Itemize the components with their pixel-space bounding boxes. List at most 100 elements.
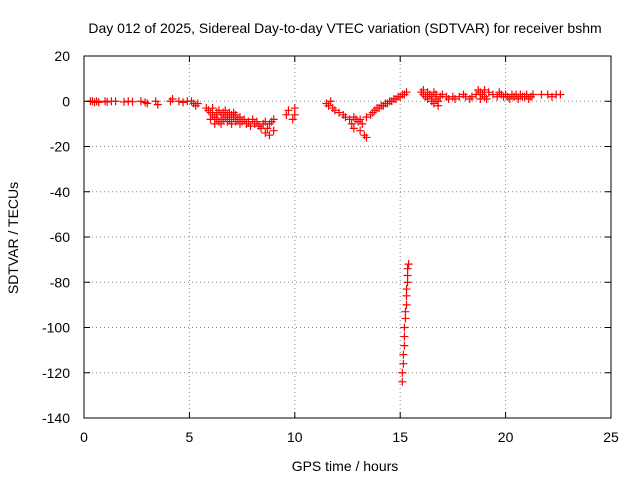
x-tick-label: 20 xyxy=(498,429,514,445)
data-point xyxy=(400,323,409,332)
y-tick-label: -20 xyxy=(50,139,70,155)
data-point xyxy=(403,271,412,280)
data-point xyxy=(480,85,489,94)
data-point xyxy=(423,94,432,103)
data-point xyxy=(143,99,152,108)
data-point xyxy=(111,97,120,106)
data-point xyxy=(400,332,409,341)
y-tick-label: -80 xyxy=(50,274,70,290)
data-point xyxy=(349,124,358,133)
data-point xyxy=(235,113,244,122)
x-tick-label: 25 xyxy=(603,429,619,445)
data-point xyxy=(400,341,409,350)
data-point xyxy=(221,106,230,115)
data-point xyxy=(335,108,344,117)
data-point xyxy=(403,264,412,273)
data-point xyxy=(231,110,240,119)
y-axis: 20 0 -20 -40 -60 -80 -100 -120 -140 xyxy=(42,48,611,426)
data-point xyxy=(488,90,497,99)
data-point xyxy=(227,119,236,128)
data-point xyxy=(347,119,356,128)
data-point xyxy=(208,104,217,113)
data-point xyxy=(402,285,411,294)
data-point xyxy=(529,90,538,99)
data-point xyxy=(193,99,202,108)
data-point xyxy=(362,113,371,122)
data-point xyxy=(543,90,552,99)
data-point xyxy=(514,94,523,103)
y-tick-label: 20 xyxy=(54,48,70,64)
data-point xyxy=(263,124,272,133)
data-point xyxy=(398,377,407,386)
data-point xyxy=(103,97,112,106)
data-point xyxy=(399,350,408,359)
data-point xyxy=(404,260,413,269)
data-point xyxy=(482,94,491,103)
data-point xyxy=(284,106,293,115)
data-point xyxy=(467,92,476,101)
y-tick-label: -60 xyxy=(50,229,70,245)
y-tick-label: -140 xyxy=(42,410,70,426)
data-point xyxy=(434,101,443,110)
x-tick-label: 10 xyxy=(287,429,303,445)
data-point xyxy=(244,117,253,126)
data-point xyxy=(94,98,103,107)
x-tick-label: 0 xyxy=(80,429,88,445)
data-point xyxy=(269,126,278,135)
data-point xyxy=(402,88,411,97)
data-point xyxy=(174,97,183,106)
x-axis: 0 5 10 15 20 25 xyxy=(80,56,619,445)
data-point xyxy=(168,94,177,103)
y-axis-label: SDTVAR / TECUs xyxy=(5,182,21,294)
data-point xyxy=(356,126,365,135)
data-point xyxy=(451,94,460,103)
x-tick-label: 5 xyxy=(186,429,194,445)
data-point xyxy=(290,110,299,119)
grid xyxy=(84,56,611,418)
data-point xyxy=(362,133,371,142)
data-point xyxy=(356,115,365,124)
data-point xyxy=(120,97,129,106)
data-point xyxy=(427,92,436,101)
data-point xyxy=(179,98,188,107)
data-point xyxy=(401,314,410,323)
data-point xyxy=(341,113,350,122)
data-point xyxy=(269,115,278,124)
data-point xyxy=(324,101,333,110)
data-point xyxy=(326,97,335,106)
data-point xyxy=(288,115,297,124)
y-tick-label: 0 xyxy=(62,93,70,109)
data-point xyxy=(402,291,411,300)
x-axis-label: GPS time / hours xyxy=(292,458,399,474)
data-point xyxy=(128,97,137,106)
data-point xyxy=(141,98,150,107)
data-point xyxy=(265,131,274,140)
plot-frame xyxy=(83,55,612,419)
y-tick-label: -120 xyxy=(42,365,70,381)
data-point xyxy=(248,115,257,124)
y-tick-label: -40 xyxy=(50,184,70,200)
data-point xyxy=(240,115,249,124)
data-point xyxy=(402,300,411,309)
data-point xyxy=(484,88,493,97)
data-points xyxy=(86,85,565,386)
data-point xyxy=(403,278,412,287)
data-point xyxy=(419,85,428,94)
data-point xyxy=(282,110,291,119)
chart-title: Day 012 of 2025, Sidereal Day-to-day VTE… xyxy=(88,20,601,36)
data-point xyxy=(429,99,438,108)
data-point xyxy=(261,128,270,137)
data-point xyxy=(401,307,410,316)
data-point xyxy=(225,115,234,124)
data-point xyxy=(92,97,101,106)
data-point xyxy=(136,97,145,106)
data-point xyxy=(217,119,226,128)
data-point xyxy=(330,106,339,115)
data-point xyxy=(399,359,408,368)
data-point xyxy=(246,122,255,131)
data-point xyxy=(547,92,556,101)
data-point xyxy=(398,368,407,377)
data-point xyxy=(153,100,162,109)
x-tick-label: 15 xyxy=(392,429,408,445)
